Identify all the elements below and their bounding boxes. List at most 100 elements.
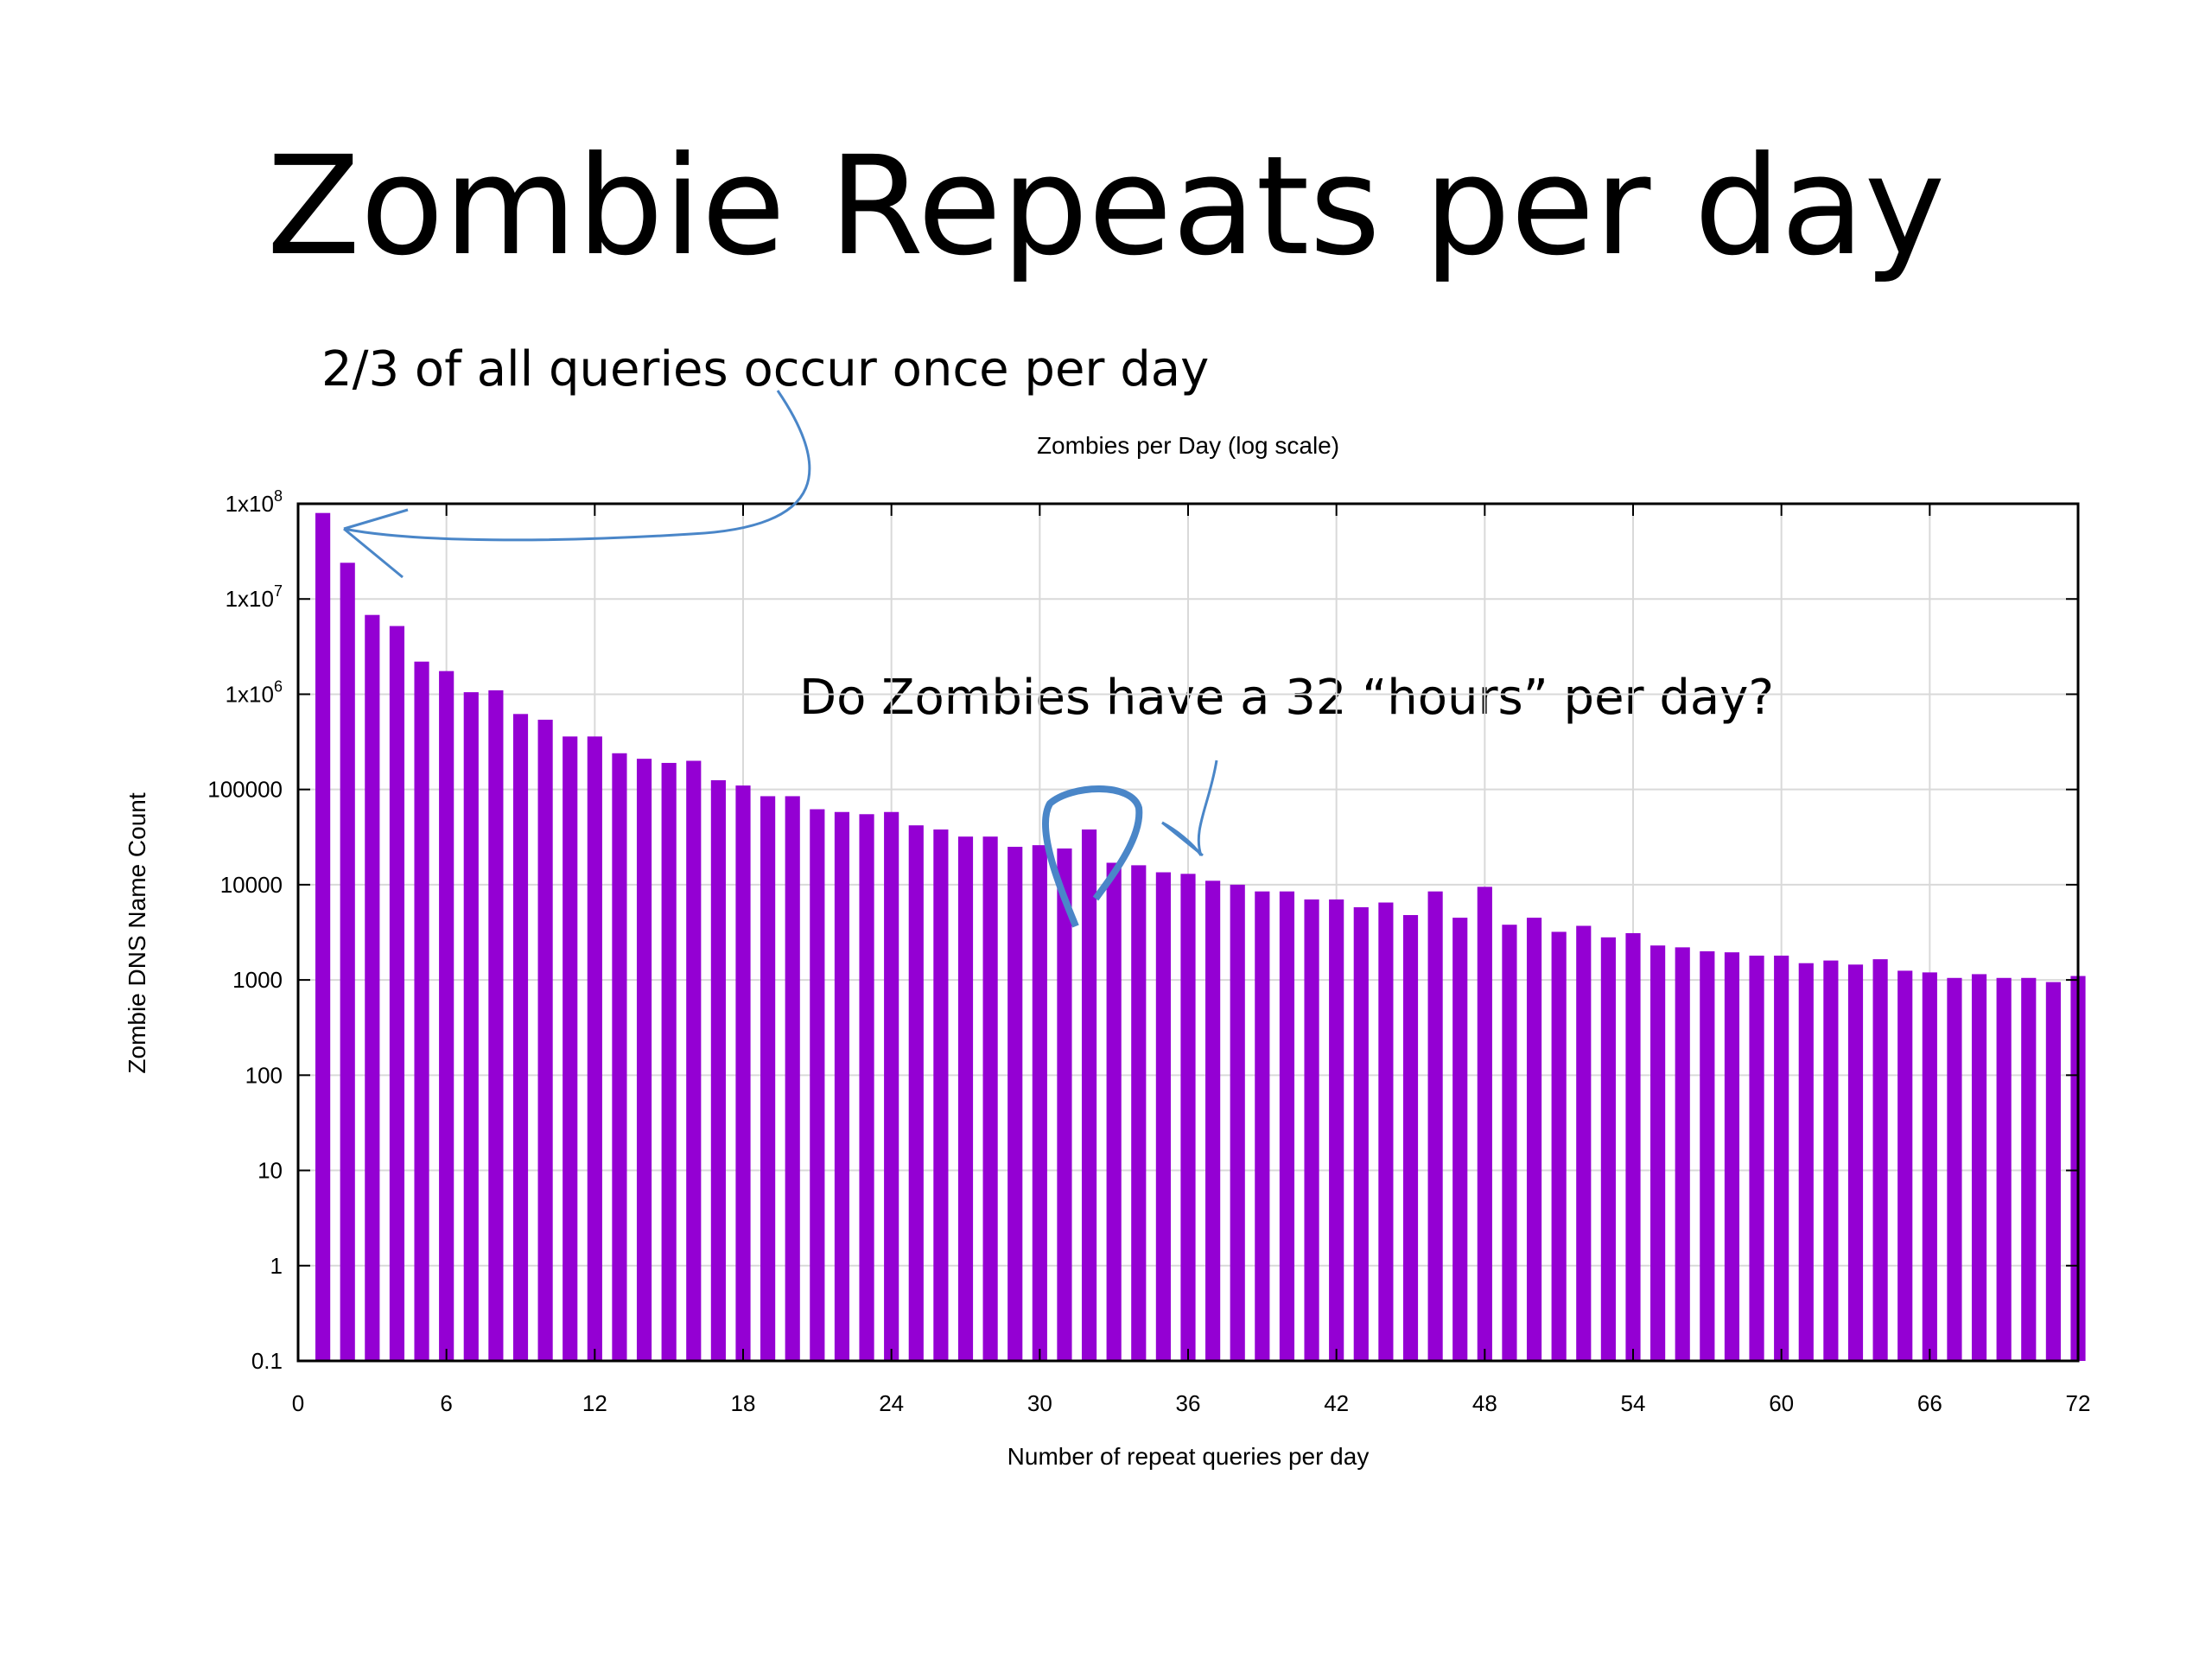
- bar-67: [1947, 977, 1962, 1361]
- bar-49: [1502, 925, 1517, 1361]
- y-tick-label-4: 1000: [232, 967, 283, 993]
- y-tick-label-3: 100: [245, 1062, 283, 1088]
- bar-64: [1872, 959, 1888, 1361]
- bar-8: [488, 690, 504, 1361]
- x-tick-label-11: 66: [1917, 1390, 1942, 1416]
- bar-50: [1526, 918, 1542, 1361]
- bar-68: [1971, 974, 1987, 1361]
- bar-19: [760, 796, 776, 1361]
- bar-15: [661, 762, 677, 1361]
- bar-45: [1402, 915, 1419, 1361]
- bar-65: [1897, 970, 1913, 1361]
- annotation-arrows: [343, 390, 1218, 928]
- bar-26: [933, 829, 949, 1361]
- y-tick-label-7: 1x106: [226, 677, 283, 707]
- bar-14: [636, 759, 652, 1361]
- bar-34: [1131, 865, 1147, 1361]
- bar-18: [735, 785, 751, 1361]
- y-tick-label-2: 10: [257, 1158, 283, 1184]
- x-tick-label-10: 60: [1769, 1390, 1794, 1416]
- annotation-32-hours: Do Zombies have a 32 “hours” per day?: [799, 670, 1775, 726]
- x-tick-label-5: 30: [1027, 1390, 1052, 1416]
- x-tick-label-0: 0: [292, 1390, 304, 1416]
- bar-21: [810, 809, 825, 1361]
- x-tick-label-2: 12: [582, 1390, 607, 1416]
- bar-58: [1724, 952, 1740, 1361]
- x-tick-label-12: 72: [2066, 1390, 2091, 1416]
- bar-10: [537, 719, 553, 1361]
- bar-28: [982, 836, 998, 1361]
- y-tick-label-6: 100000: [207, 777, 283, 803]
- bar-54: [1625, 932, 1641, 1361]
- arrow-32-shaft: [1161, 760, 1218, 856]
- x-tick-label-4: 24: [879, 1390, 904, 1416]
- bar-47: [1452, 918, 1468, 1361]
- bar-38: [1230, 884, 1245, 1361]
- annotation-once-per-day: 2/3 of all queries occur once per day: [321, 341, 1210, 397]
- bar-20: [785, 796, 800, 1361]
- bar-60: [1774, 955, 1789, 1361]
- y-tick-label-5: 10000: [220, 872, 283, 898]
- bar-48: [1477, 887, 1492, 1361]
- bar-6: [439, 671, 454, 1361]
- slide-title: Zombie Repeats per day: [266, 127, 1946, 286]
- y-tick-label-9: 1x108: [226, 487, 283, 517]
- x-tick-label-6: 36: [1176, 1390, 1201, 1416]
- bar-43: [1353, 906, 1369, 1361]
- bar-30: [1032, 845, 1047, 1361]
- bar-44: [1378, 902, 1394, 1361]
- x-tick-label-7: 42: [1324, 1390, 1349, 1416]
- bar-36: [1180, 874, 1196, 1361]
- y-tick-label-0: 0.1: [251, 1348, 283, 1374]
- bar-42: [1329, 899, 1344, 1361]
- bar-25: [908, 825, 924, 1361]
- x-tick-label-1: 6: [440, 1390, 452, 1416]
- bar-27: [957, 836, 974, 1361]
- bar-51: [1551, 931, 1567, 1361]
- bar-9: [512, 714, 529, 1361]
- y-tick-label-8: 1x107: [226, 582, 283, 612]
- bar-5: [414, 661, 429, 1361]
- bars: [315, 512, 2086, 1361]
- bar-56: [1675, 947, 1690, 1361]
- x-axis-label: Number of repeat queries per day: [1007, 1443, 1370, 1470]
- bar-40: [1279, 891, 1295, 1361]
- x-ticks: 0 6 12 18 24 30 36 42 48 54 60 66 72: [292, 504, 2091, 1416]
- bar-16: [686, 760, 702, 1361]
- arrow-once-curve: [343, 390, 811, 542]
- bar-39: [1255, 891, 1270, 1361]
- bar-23: [859, 814, 874, 1361]
- bar-37: [1205, 880, 1221, 1361]
- bar-24: [884, 811, 899, 1361]
- bar-41: [1304, 899, 1319, 1361]
- arrow-once-head-lower: [343, 527, 404, 579]
- bar-1: [315, 512, 331, 1361]
- circle-32-hours: [1042, 785, 1143, 928]
- bar-2: [340, 563, 355, 1361]
- bar-32: [1081, 829, 1097, 1361]
- bar-71: [2045, 982, 2061, 1361]
- arrow-32-head: [1161, 821, 1204, 857]
- bar-70: [2021, 977, 2037, 1361]
- bar-66: [1922, 972, 1937, 1361]
- bar-59: [1749, 955, 1764, 1361]
- bar-55: [1650, 945, 1666, 1361]
- bar-29: [1007, 847, 1023, 1361]
- arrow-once-head-upper: [343, 508, 409, 531]
- bar-53: [1600, 937, 1616, 1361]
- bar-11: [563, 736, 578, 1361]
- bar-35: [1155, 872, 1171, 1361]
- bar-4: [389, 626, 405, 1361]
- bar-12: [587, 736, 602, 1361]
- bar-46: [1427, 891, 1443, 1361]
- y-tick-label-1: 1: [270, 1253, 283, 1279]
- x-tick-label-9: 54: [1621, 1390, 1646, 1416]
- y-ticks: 0.1 1 10 100 1000 10000 100000 1x106 1x107 1x108: [207, 487, 2078, 1374]
- bar-63: [1847, 964, 1864, 1361]
- bar-33: [1106, 862, 1122, 1361]
- y-axis-label: Zombie DNS Name Count: [124, 792, 150, 1073]
- bar-69: [1996, 977, 2012, 1361]
- bar-61: [1798, 963, 1814, 1361]
- x-tick-label-8: 48: [1472, 1390, 1497, 1416]
